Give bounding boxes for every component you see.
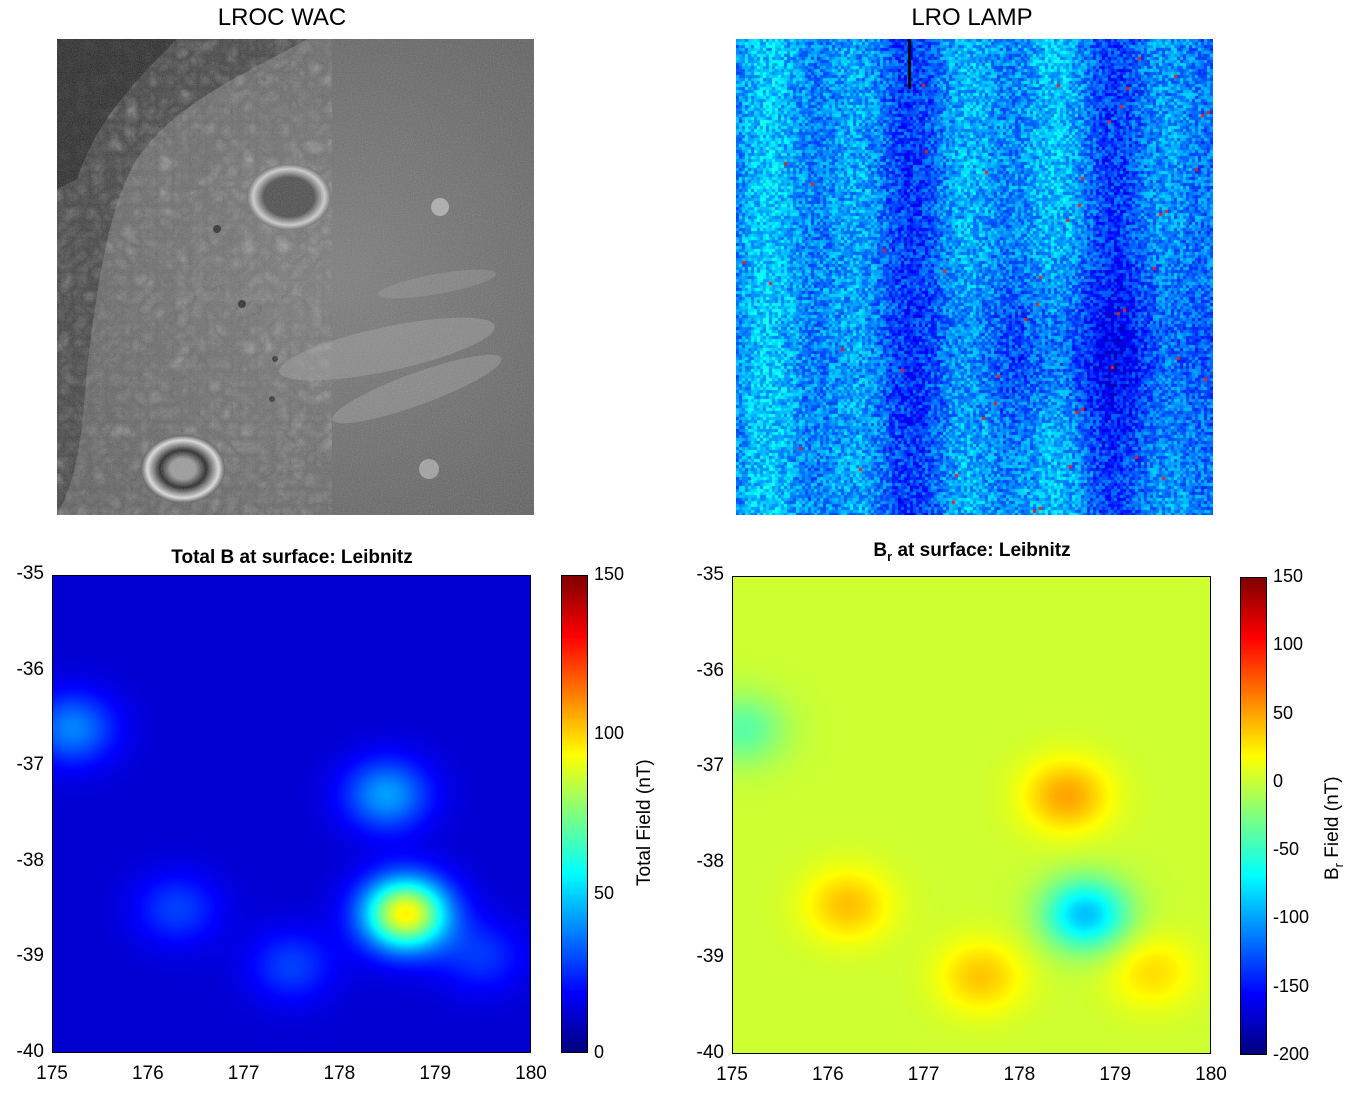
lro-lamp-image — [736, 39, 1213, 515]
x-tick-label: 178 — [1003, 1064, 1036, 1085]
total-b-colorbar — [561, 575, 588, 1053]
colorbar-tick-label: -150 — [1273, 975, 1310, 996]
colorbar-tick-label: 50 — [594, 882, 615, 903]
br-heatmap-canvas — [733, 577, 1210, 1053]
y-tick-label: -36 — [16, 658, 44, 680]
x-tick-label: 180 — [515, 1063, 547, 1084]
y-tick-label: -39 — [696, 946, 724, 968]
total-b-heatmap — [52, 575, 531, 1053]
colorbar-tick-label: 100 — [1273, 634, 1304, 655]
br-colorbar-gradient — [1241, 578, 1266, 1054]
total-b-colorbar-gradient — [562, 576, 587, 1052]
y-tick-label: -39 — [16, 945, 44, 967]
br-title-sub: r — [887, 548, 893, 564]
y-tick-label: -36 — [696, 659, 724, 681]
br-heatmap — [732, 576, 1211, 1054]
total-b-colorbar-label: Total Field (nT) — [634, 759, 655, 886]
y-tick-label: -38 — [16, 849, 44, 871]
colorbar-tick-label: 150 — [1273, 566, 1304, 586]
br-cb-label-sub: r — [1330, 862, 1346, 868]
x-tick-label: 175 — [36, 1063, 68, 1084]
x-tick-label: 177 — [907, 1064, 940, 1085]
y-tick-label: -38 — [696, 850, 724, 872]
colorbar-tick-label: 100 — [594, 723, 625, 744]
colorbar-tick-label: -100 — [1273, 907, 1310, 928]
y-tick-label: -35 — [16, 563, 44, 584]
br-colorbar-label: Br Field (nT) — [1322, 776, 1346, 880]
colorbar-tick-label: 0 — [594, 1042, 605, 1062]
y-tick-label: -37 — [16, 754, 44, 776]
chart-title-total-b: Total B at surface: Leibnitz — [171, 547, 413, 568]
x-tick-label: 177 — [227, 1063, 260, 1084]
wac-panel-title: LROC WAC — [217, 4, 347, 31]
x-tick-label: 179 — [419, 1063, 452, 1084]
y-tick-label: -40 — [696, 1042, 724, 1063]
y-tick-label: -40 — [16, 1041, 44, 1062]
total-b-heatmap-canvas — [53, 576, 530, 1052]
br-cb-label-rest: Field (nT) — [1322, 776, 1343, 863]
x-tick-label: 176 — [811, 1064, 844, 1085]
y-tick-label: -35 — [696, 564, 724, 585]
x-tick-label: 176 — [131, 1063, 164, 1084]
colorbar-tick-label: 50 — [1273, 702, 1294, 723]
colorbar-tick-label: -200 — [1273, 1044, 1310, 1064]
colorbar-tick-label: 0 — [1273, 770, 1284, 791]
colorbar-tick-label: -50 — [1273, 839, 1300, 860]
y-tick-label: -37 — [696, 755, 724, 777]
lroc-wac-image — [57, 39, 534, 515]
colorbar-tick-label: 150 — [594, 564, 625, 584]
br-colorbar — [1240, 577, 1267, 1055]
x-tick-label: 178 — [323, 1063, 356, 1084]
lamp-panel-title: LRO LAMP — [911, 4, 1033, 31]
x-tick-label: 180 — [1195, 1064, 1227, 1085]
lamp-albedo-canvas — [736, 39, 1213, 515]
br-title-rest: at surface: Leibnitz — [892, 540, 1071, 561]
x-tick-label: 175 — [716, 1064, 748, 1085]
br-title-main: B — [873, 540, 888, 561]
x-tick-label: 179 — [1099, 1064, 1132, 1085]
chart-title-br: Br at surface: Leibnitz — [732, 540, 1212, 564]
br-cb-label-main: B — [1322, 867, 1343, 880]
